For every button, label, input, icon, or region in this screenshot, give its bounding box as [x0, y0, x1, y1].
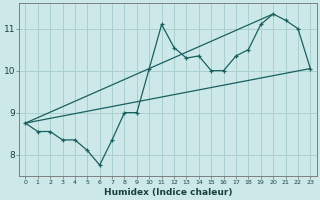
X-axis label: Humidex (Indice chaleur): Humidex (Indice chaleur): [104, 188, 232, 197]
